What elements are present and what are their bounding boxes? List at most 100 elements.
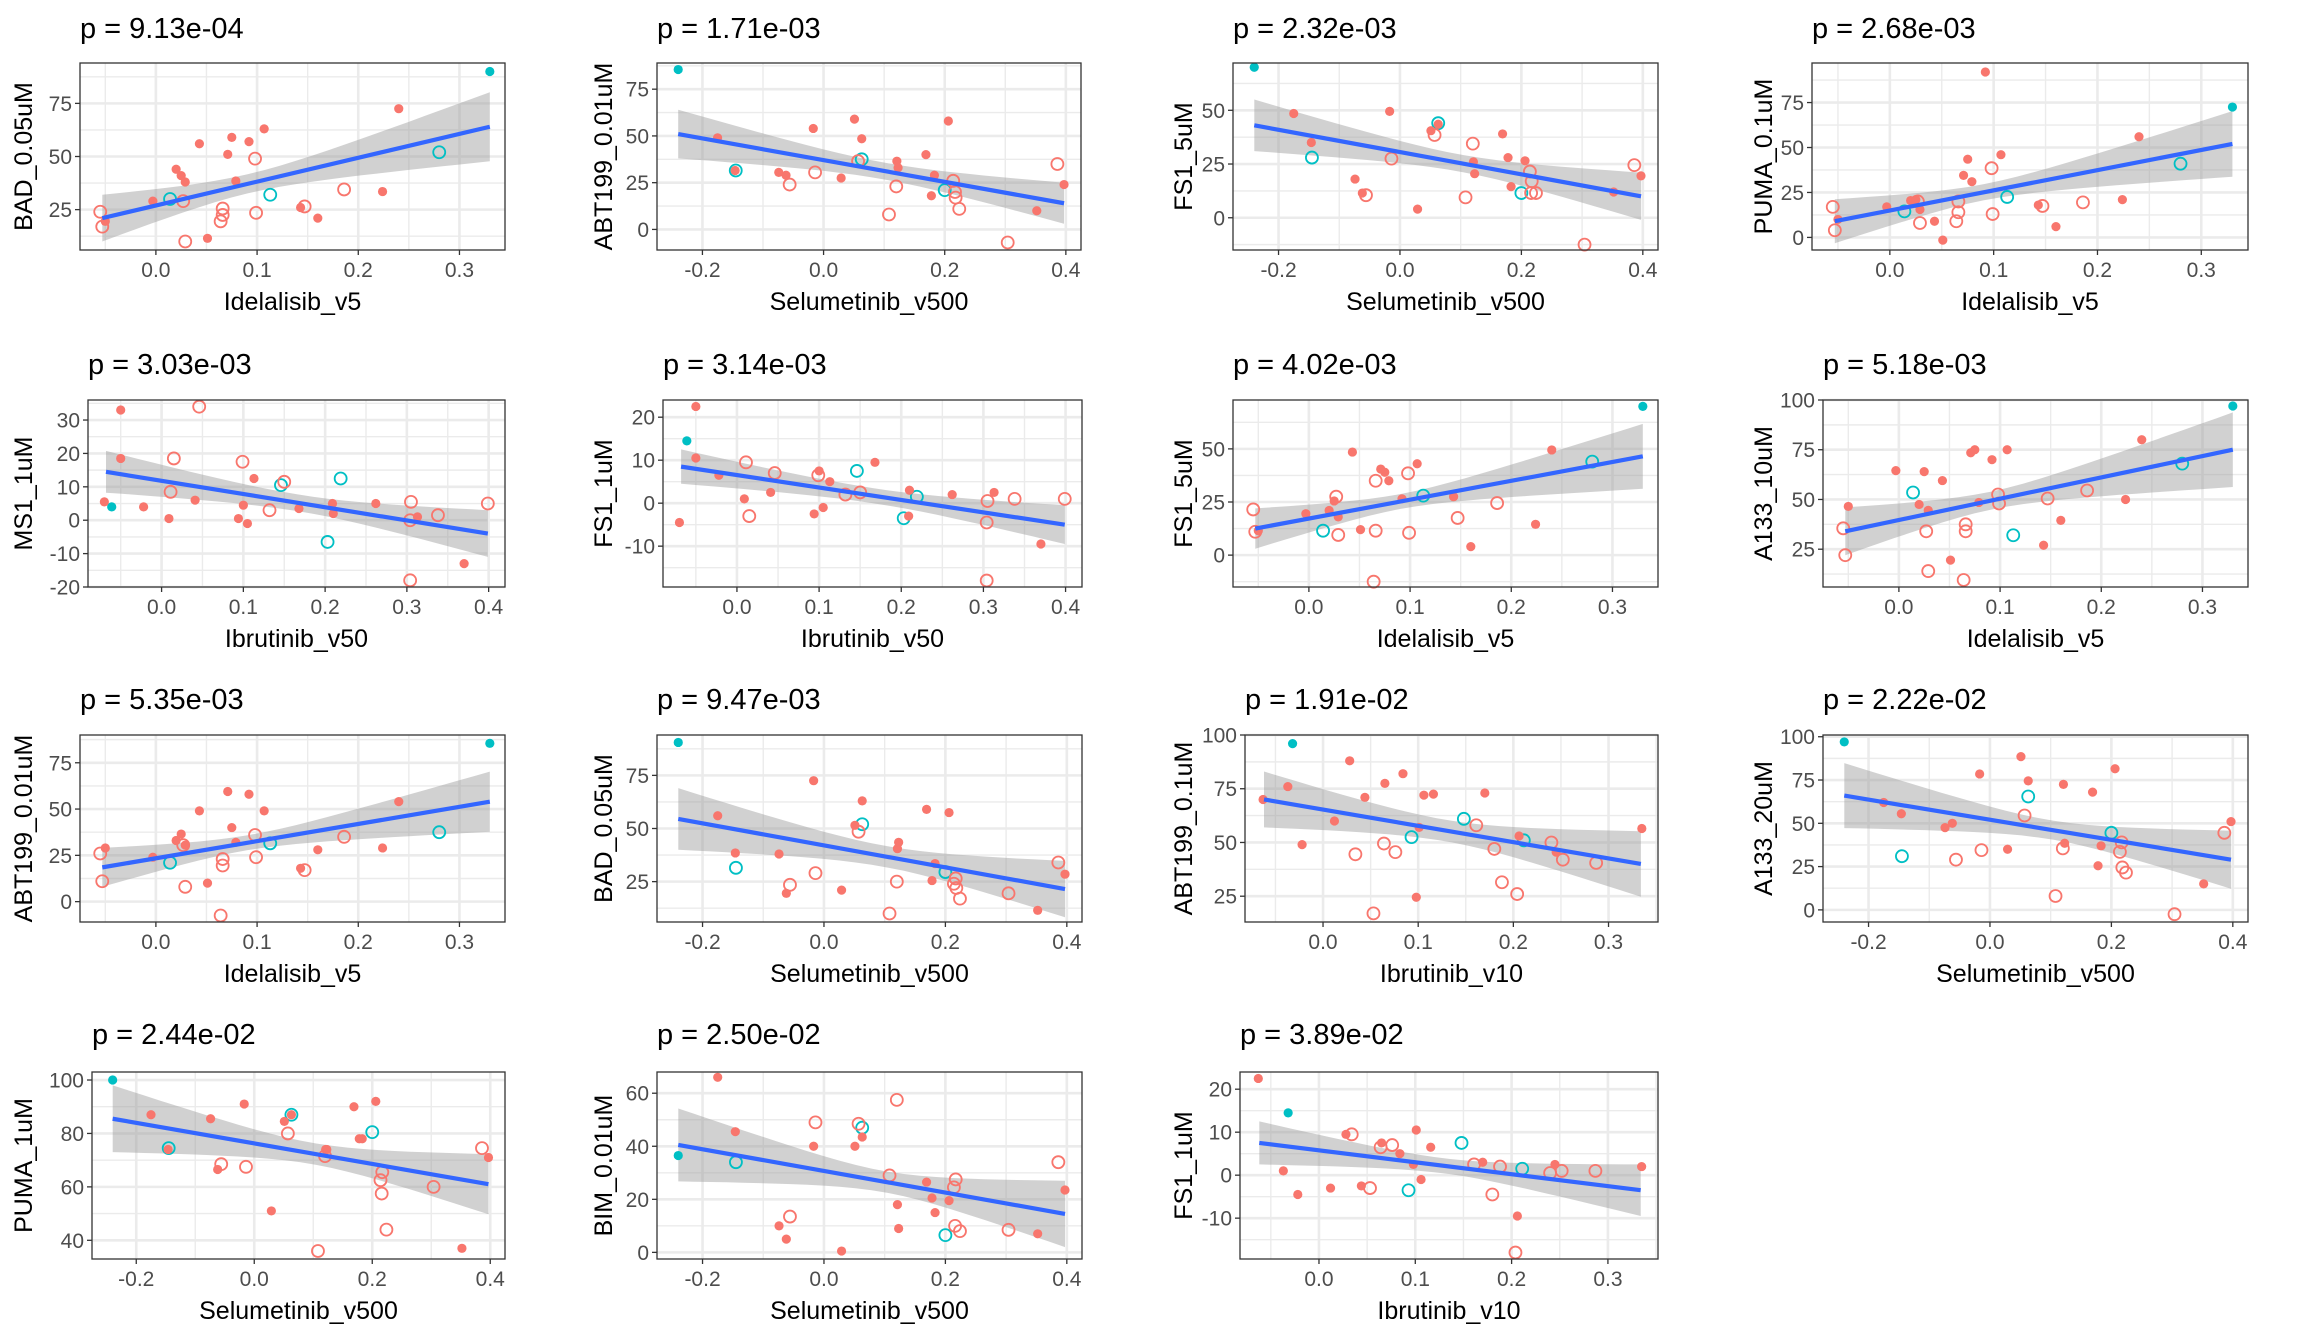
data-point-red-open (95, 874, 110, 889)
data-point-teal-open (1305, 150, 1319, 165)
x-tick-label: 0.1 (1979, 259, 2008, 282)
y-tick-label: 50 (626, 818, 649, 841)
data-point-red-filled (238, 500, 248, 510)
data-point-red-open (948, 1172, 963, 1187)
x-axis-label: Selumetinib_v500 (770, 1297, 969, 1325)
data-point-red-filled (894, 837, 904, 847)
x-tick-label: 0.4 (1051, 596, 1081, 619)
data-point-red-open (178, 879, 193, 894)
data-point-red-open (297, 863, 312, 878)
data-point-red-filled (457, 1243, 467, 1253)
y-tick-label: -10 (1202, 1208, 1232, 1231)
data-point-red-open (2035, 199, 2050, 213)
data-point-red-filled (944, 807, 954, 818)
data-point-teal-open (1316, 523, 1330, 538)
plot-background (88, 400, 505, 587)
y-tick-label: 100 (49, 1070, 84, 1093)
x-tick-label: 0.0 (1308, 931, 1337, 954)
data-point-red-filled (2134, 132, 2144, 142)
x-tick-label: -0.2 (684, 259, 720, 282)
data-point-red-open (808, 165, 822, 180)
data-point-red-filled (730, 165, 740, 176)
data-point-red-open (1348, 847, 1363, 862)
data-point-red-filled (1060, 1185, 1070, 1195)
data-point-teal-open (284, 1107, 299, 1122)
data-point-red-filled (947, 489, 957, 500)
data-point-teal-open (1895, 849, 1909, 864)
data-point-red-filled (259, 124, 269, 134)
data-point-teal-open (263, 187, 278, 202)
data-point-red-open (980, 494, 995, 508)
data-point-red-filled (1512, 1211, 1522, 1221)
data-point-red-filled (227, 132, 237, 142)
panel-1: 0.0 0.1 0.2 0.3 25 50 75 Idelalisib_v5 BAD_0.05u… (10, 13, 506, 316)
data-point-red-filled (1345, 756, 1355, 766)
data-point-red-open (1554, 1163, 1569, 1178)
data-point-red-filled (849, 114, 860, 124)
data-point-red-open (1985, 207, 2000, 221)
y-tick-label: 75 (626, 79, 649, 102)
x-axis-label: Selumetinib_v500 (770, 960, 969, 988)
data-point-red-open (979, 515, 994, 530)
data-point-red-open (1510, 887, 1525, 901)
data-point-teal-open (2173, 156, 2188, 171)
data-point-red-open (783, 1209, 797, 1224)
panel-title: p = 5.18e-03 (1823, 349, 1987, 381)
data-point-red-open (248, 151, 262, 166)
data-point-red-open (1465, 136, 1480, 151)
data-point-red-open (93, 204, 108, 219)
y-tick-label: 0 (68, 510, 80, 533)
x-axis-label: Idelalisib_v5 (224, 960, 362, 988)
confidence-band (1255, 423, 1643, 549)
y-tick-label: 25 (1792, 856, 1815, 879)
data-point-teal-open (1454, 1136, 1469, 1150)
panel-title: p = 1.71e-03 (657, 13, 821, 45)
data-point-red-filled (180, 177, 190, 187)
data-point-teal-filled (1283, 1108, 1293, 1118)
data-point-red-open (249, 850, 263, 865)
y-axis-label: MS1_1uM (10, 437, 38, 551)
data-point-red-filled (1637, 823, 1647, 834)
data-point-red-filled (1032, 206, 1042, 216)
data-point-teal-open (729, 860, 743, 875)
panel-border (87, 399, 506, 588)
data-point-red-open (2076, 195, 2090, 210)
panel-title: p = 9.47e-03 (657, 684, 821, 716)
panel-5: 0.0 0.1 0.2 0.3 0.4 -20 -10 0 10 20 30 Ibrutinib_v5… (10, 349, 506, 653)
data-point-red-filled (944, 1196, 954, 1206)
data-point-red-filled (1896, 809, 1906, 819)
data-point-red-open (1949, 214, 1964, 229)
x-tick-label: 0.0 (809, 1268, 838, 1291)
data-point-red-filled (1966, 448, 1976, 458)
data-point-teal-filled (107, 502, 117, 512)
data-point-teal-open (1456, 811, 1471, 826)
y-tick-label: 50 (49, 799, 72, 822)
data-point-red-open (404, 494, 418, 509)
data-point-red-filled (1947, 818, 1957, 828)
data-point-teal-open (849, 464, 864, 478)
panel-11: 0.0 0.1 0.2 0.3 25 50 75 100 Ibrutinib_v10 ABT199… (1170, 684, 1659, 988)
data-point-red-open (1919, 524, 1934, 539)
data-point-red-open (1958, 517, 1973, 532)
data-point-red-open (1838, 548, 1853, 563)
x-tick-label: 0.2 (1497, 1268, 1526, 1291)
panel-border (1244, 734, 1659, 923)
x-tick-label: -0.2 (1260, 259, 1296, 282)
y-tick-label: 0 (637, 219, 649, 242)
data-point-red-filled (1419, 790, 1429, 800)
y-tick-label: 0 (60, 891, 72, 914)
data-point-red-open (311, 1244, 325, 1258)
data-point-red-open (889, 179, 904, 194)
data-point-red-open (1377, 836, 1391, 851)
data-point-red-open (426, 1179, 441, 1194)
data-point-red-open (2217, 825, 2232, 840)
x-axis-label: Ibrutinib_v10 (1377, 1297, 1520, 1325)
panel-8: 0.0 0.1 0.2 0.3 25 50 75 100 Idelalisib_v5 A133_1… (1750, 349, 2249, 653)
data-point-red-filled (1938, 235, 1948, 245)
data-point-teal-filled (2228, 401, 2238, 411)
data-point-red-open (1490, 496, 1505, 510)
data-point-red-filled (180, 840, 190, 850)
data-point-red-open (1359, 188, 1373, 203)
regression-line (101, 124, 491, 221)
plot-background (657, 1072, 1082, 1259)
